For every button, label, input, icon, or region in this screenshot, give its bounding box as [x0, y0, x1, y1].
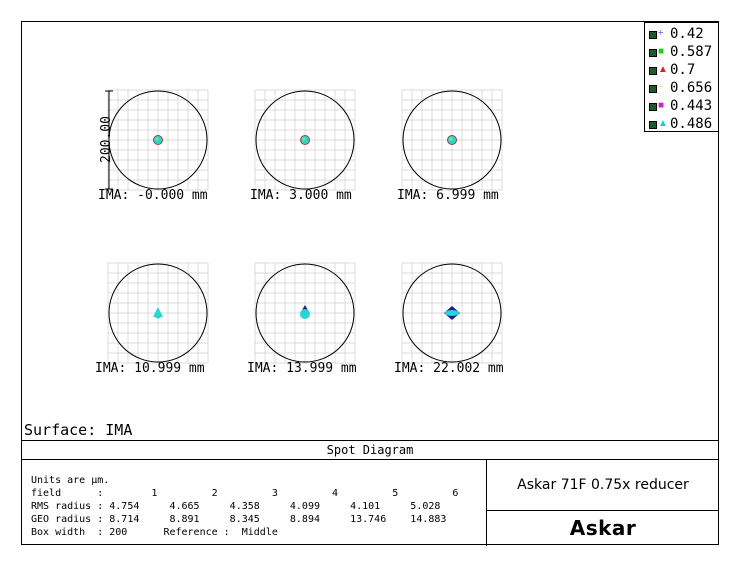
- wavelength-legend: +0.42 ■ 0.587 ▲ 0.7 +0.656 ■ 0.443 ▲ 0.486: [644, 22, 719, 132]
- legend-swatch-box: [649, 85, 657, 93]
- spot-panel: IMA: 3.000 mm: [250, 89, 356, 203]
- info-box-width: Box width : 200 Reference : Middle: [31, 527, 278, 538]
- legend-entry: +0.42: [649, 26, 719, 43]
- legend-entry: ▲ 0.7: [649, 62, 719, 79]
- legend-entry: ■ 0.587: [649, 44, 719, 61]
- legend-entry: ▲ 0.486: [649, 116, 719, 133]
- spot-panel: IMA: 13.999 mm: [247, 262, 357, 376]
- spot-grid: [107, 262, 209, 364]
- spot-panel: IMA: 22.002 mm: [394, 262, 504, 376]
- legend-marker-icon: ■: [658, 100, 665, 111]
- spot-cluster: [300, 135, 310, 145]
- spot-grid: [401, 89, 503, 191]
- spot-panel: IMA: 10.999 mm: [95, 262, 209, 376]
- info-panel: Spot Diagram Units are µm. field : 1 2 3…: [21, 440, 719, 546]
- legend-marker-icon: ■: [658, 46, 665, 57]
- spot-grid: [107, 89, 209, 191]
- scale-bar-label: 200.00: [99, 116, 114, 163]
- spot-cluster: [300, 305, 310, 319]
- legend-marker-icon: +: [658, 82, 664, 93]
- legend-label: 0.7: [670, 62, 696, 78]
- field-label: IMA: 6.999 mm: [397, 188, 499, 203]
- legend-label: 0.42: [670, 26, 704, 42]
- legend-label: 0.587: [670, 44, 713, 60]
- legend-swatch-box: [649, 31, 657, 39]
- spot-cluster: [447, 135, 457, 145]
- field-label: IMA: 10.999 mm: [95, 361, 205, 376]
- airy-disk-circle: [255, 90, 355, 190]
- surface-label: Surface: IMA: [24, 421, 133, 439]
- info-units: Units are µm.: [31, 475, 110, 486]
- spot-grid: [401, 262, 503, 364]
- info-field: field : 1 2 3 4 5 6: [31, 488, 459, 499]
- legend-label: 0.486: [670, 116, 713, 132]
- info-rms-radius: RMS radius : 4.754 4.665 4.358 4.099 4.1…: [31, 501, 441, 512]
- panel-title: Spot Diagram: [21, 441, 719, 460]
- spot-cluster: [153, 135, 163, 145]
- legend-entry: ■ 0.443: [649, 98, 719, 115]
- legend-entry: +0.656: [649, 80, 719, 97]
- brand-logo: Askar: [569, 516, 637, 540]
- legend-marker-icon: ▲: [658, 118, 668, 129]
- legend-swatch-box: [649, 103, 657, 111]
- legend-swatch-box: [649, 67, 657, 75]
- field-label: IMA: 3.000 mm: [250, 188, 352, 203]
- field-label: IMA: 13.999 mm: [247, 361, 357, 376]
- spot-panel: IMA: -0.000 mm: [98, 89, 209, 203]
- legend-swatch-box: [649, 121, 657, 129]
- legend-marker-icon: ▲: [658, 64, 668, 75]
- airy-disk-circle: [402, 263, 502, 363]
- field-label: IMA: 22.002 mm: [394, 361, 504, 376]
- system-name: Askar 71F 0.75x reducer: [487, 460, 719, 511]
- spot-cluster: [153, 307, 163, 319]
- airy-disk-circle: [402, 90, 502, 190]
- spot-panel: IMA: 6.999 mm: [397, 89, 503, 203]
- legend-label: 0.656: [670, 80, 713, 96]
- airy-disk-circle: [108, 263, 208, 363]
- legend-swatch-box: [649, 49, 657, 57]
- legend-label: 0.443: [670, 98, 713, 114]
- field-label: IMA: -0.000 mm: [98, 188, 208, 203]
- info-box: Units are µm. field : 1 2 3 4 5 6 RMS ra…: [21, 460, 487, 546]
- info-geo-radius: GEO radius : 8.714 8.891 8.345 8.894 13.…: [31, 514, 447, 525]
- legend-marker-icon: +: [658, 28, 664, 39]
- airy-disk-circle: [255, 263, 355, 363]
- scale-bar: 200.00: [99, 90, 114, 190]
- spot-cluster: [444, 306, 460, 320]
